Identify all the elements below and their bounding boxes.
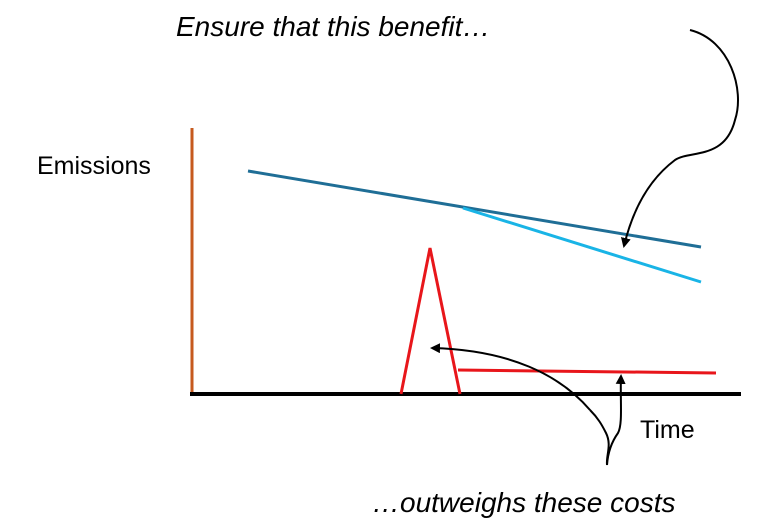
x-axis-label: Time — [640, 416, 695, 444]
y-axis-label: Emissions — [37, 152, 151, 180]
cost-annotation: …outweighs these costs — [372, 487, 676, 518]
benefit-annotation: Ensure that this benefit… — [176, 11, 491, 42]
benefit-arrow — [621, 29, 739, 248]
spike-arrow — [430, 343, 591, 411]
ongoing-emissions-line — [457, 368, 717, 375]
reduced-emissions-line — [462, 206, 702, 284]
cost-brace-right — [606, 374, 626, 466]
cost-brace — [589, 409, 610, 466]
baseline-emissions-line — [247, 169, 702, 249]
emissions-spike-line — [399, 247, 462, 395]
